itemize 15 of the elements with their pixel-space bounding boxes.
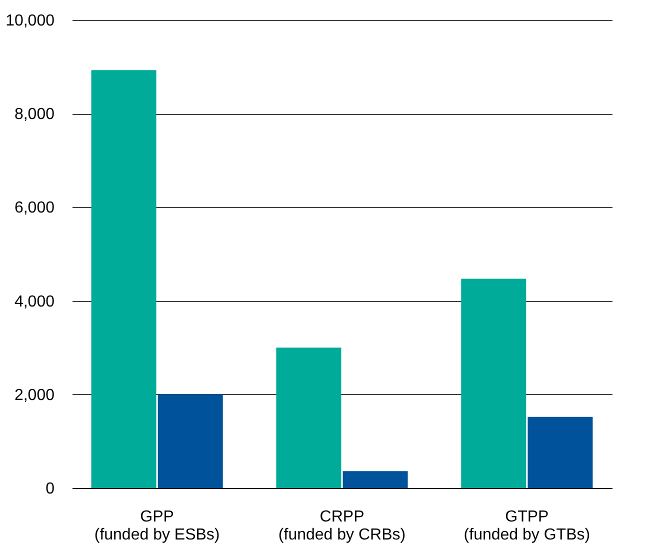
y-tick-label: 4,000 bbox=[14, 293, 55, 310]
y-tick-label: 10,000 bbox=[6, 12, 55, 30]
bar bbox=[91, 70, 156, 488]
bar bbox=[528, 416, 593, 488]
y-tick-label: 6,000 bbox=[14, 200, 55, 217]
y-tick-label: 0 bbox=[46, 480, 55, 498]
bar bbox=[276, 348, 342, 488]
bar bbox=[342, 471, 408, 488]
x-tick-label: GTPP (funded by GTBs) bbox=[464, 508, 590, 544]
bar bbox=[158, 394, 223, 488]
y-tick-label: 8,000 bbox=[14, 106, 55, 124]
x-tick-label: CRPP (funded by CRBs) bbox=[278, 508, 406, 544]
x-tick-label: GPP (funded by ESBs) bbox=[94, 508, 220, 544]
bar bbox=[461, 278, 526, 488]
y-tick-label: 2,000 bbox=[14, 386, 55, 404]
